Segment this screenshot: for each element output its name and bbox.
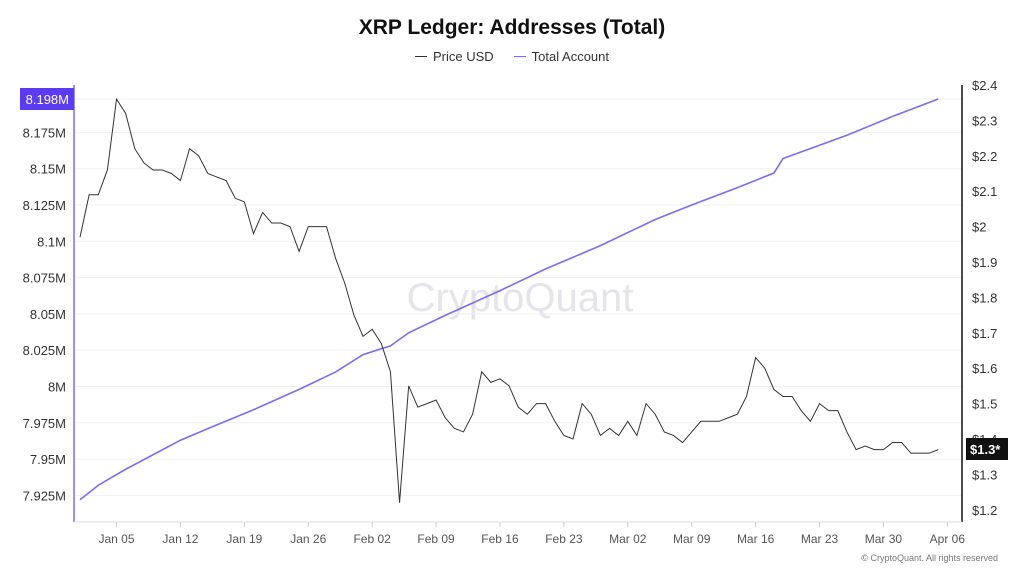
y-left-tick-label: 8.025M <box>23 343 66 358</box>
y-left-tick-label: 7.95M <box>30 452 66 467</box>
y-right-tick-label: $1.5 <box>972 397 997 412</box>
y-right-tick-label: $2 <box>972 220 986 235</box>
y-right-tick-label: $2.2 <box>972 149 997 164</box>
y-left-tick-label: 8.075M <box>23 271 66 286</box>
y-right-tick-label: $1.8 <box>972 290 997 305</box>
y-left-tick-label: 8.125M <box>23 198 66 213</box>
x-tick-label: Jan 26 <box>290 532 326 546</box>
x-tick-label: Feb 16 <box>481 532 519 546</box>
x-tick-label: Mar 30 <box>865 532 903 546</box>
x-tick-label: Feb 23 <box>545 532 583 546</box>
y-left-tick-label: 8.1M <box>37 234 66 249</box>
y-right-tick-label: $2.4 <box>972 78 997 93</box>
y-right-tick-label: $1.6 <box>972 361 997 376</box>
x-tick-label: Feb 02 <box>353 532 391 546</box>
current-price-badge <box>966 438 1008 460</box>
y-right-tick-label: $2.1 <box>972 184 997 199</box>
legend-label-total-account: Total Account <box>531 49 609 64</box>
y-left-tick-label: 8M <box>48 379 66 394</box>
x-tick-label: Jan 19 <box>226 532 262 546</box>
current-price-label: $1.3* <box>970 442 1001 457</box>
legend-swatch-price <box>414 56 427 57</box>
x-tick-label: Jan 05 <box>99 532 135 546</box>
legend-item-total-account[interactable]: Total Account <box>513 49 609 64</box>
x-tick-label: Mar 09 <box>673 532 711 546</box>
legend-item-price[interactable]: Price USD <box>414 49 494 64</box>
y-right-tick-label: $2.3 <box>972 113 997 128</box>
x-tick-label: Feb 09 <box>417 532 455 546</box>
series-line-total-account <box>79 98 939 501</box>
y-right-tick-label: $1.2 <box>972 503 997 518</box>
legend-swatch-total-account <box>513 56 526 57</box>
x-tick-label: Mar 23 <box>801 532 839 546</box>
y-left-tick-label: 8.05M <box>30 307 66 322</box>
legend: Price USD Total Account <box>0 49 1024 64</box>
legend-label-price: Price USD <box>432 49 494 64</box>
current-total-account-badge <box>20 88 74 110</box>
y-right-tick-label: $1.3 <box>972 467 997 482</box>
x-tick-label: Jan 12 <box>162 532 198 546</box>
y-left-tick-label: 7.975M <box>23 416 66 431</box>
x-tick-label: Mar 02 <box>609 532 647 546</box>
y-left-tick-label: 8.175M <box>23 125 66 140</box>
current-total-account-label: 8.198M <box>26 92 69 107</box>
x-tick-label: Mar 16 <box>737 532 775 546</box>
y-right-tick-label: $1.7 <box>972 326 997 341</box>
copyright: © CryptoQuant. All rights reserved <box>861 553 998 563</box>
chart-title: XRP Ledger: Addresses (Total) <box>358 16 666 39</box>
y-left-tick-label: 8.15M <box>30 162 66 177</box>
watermark: CryptoQuant <box>407 276 634 320</box>
y-left-tick-label: 7.925M <box>23 488 66 503</box>
x-tick-label: Apr 06 <box>930 532 966 546</box>
y-right-tick-label: $1.9 <box>972 255 997 270</box>
